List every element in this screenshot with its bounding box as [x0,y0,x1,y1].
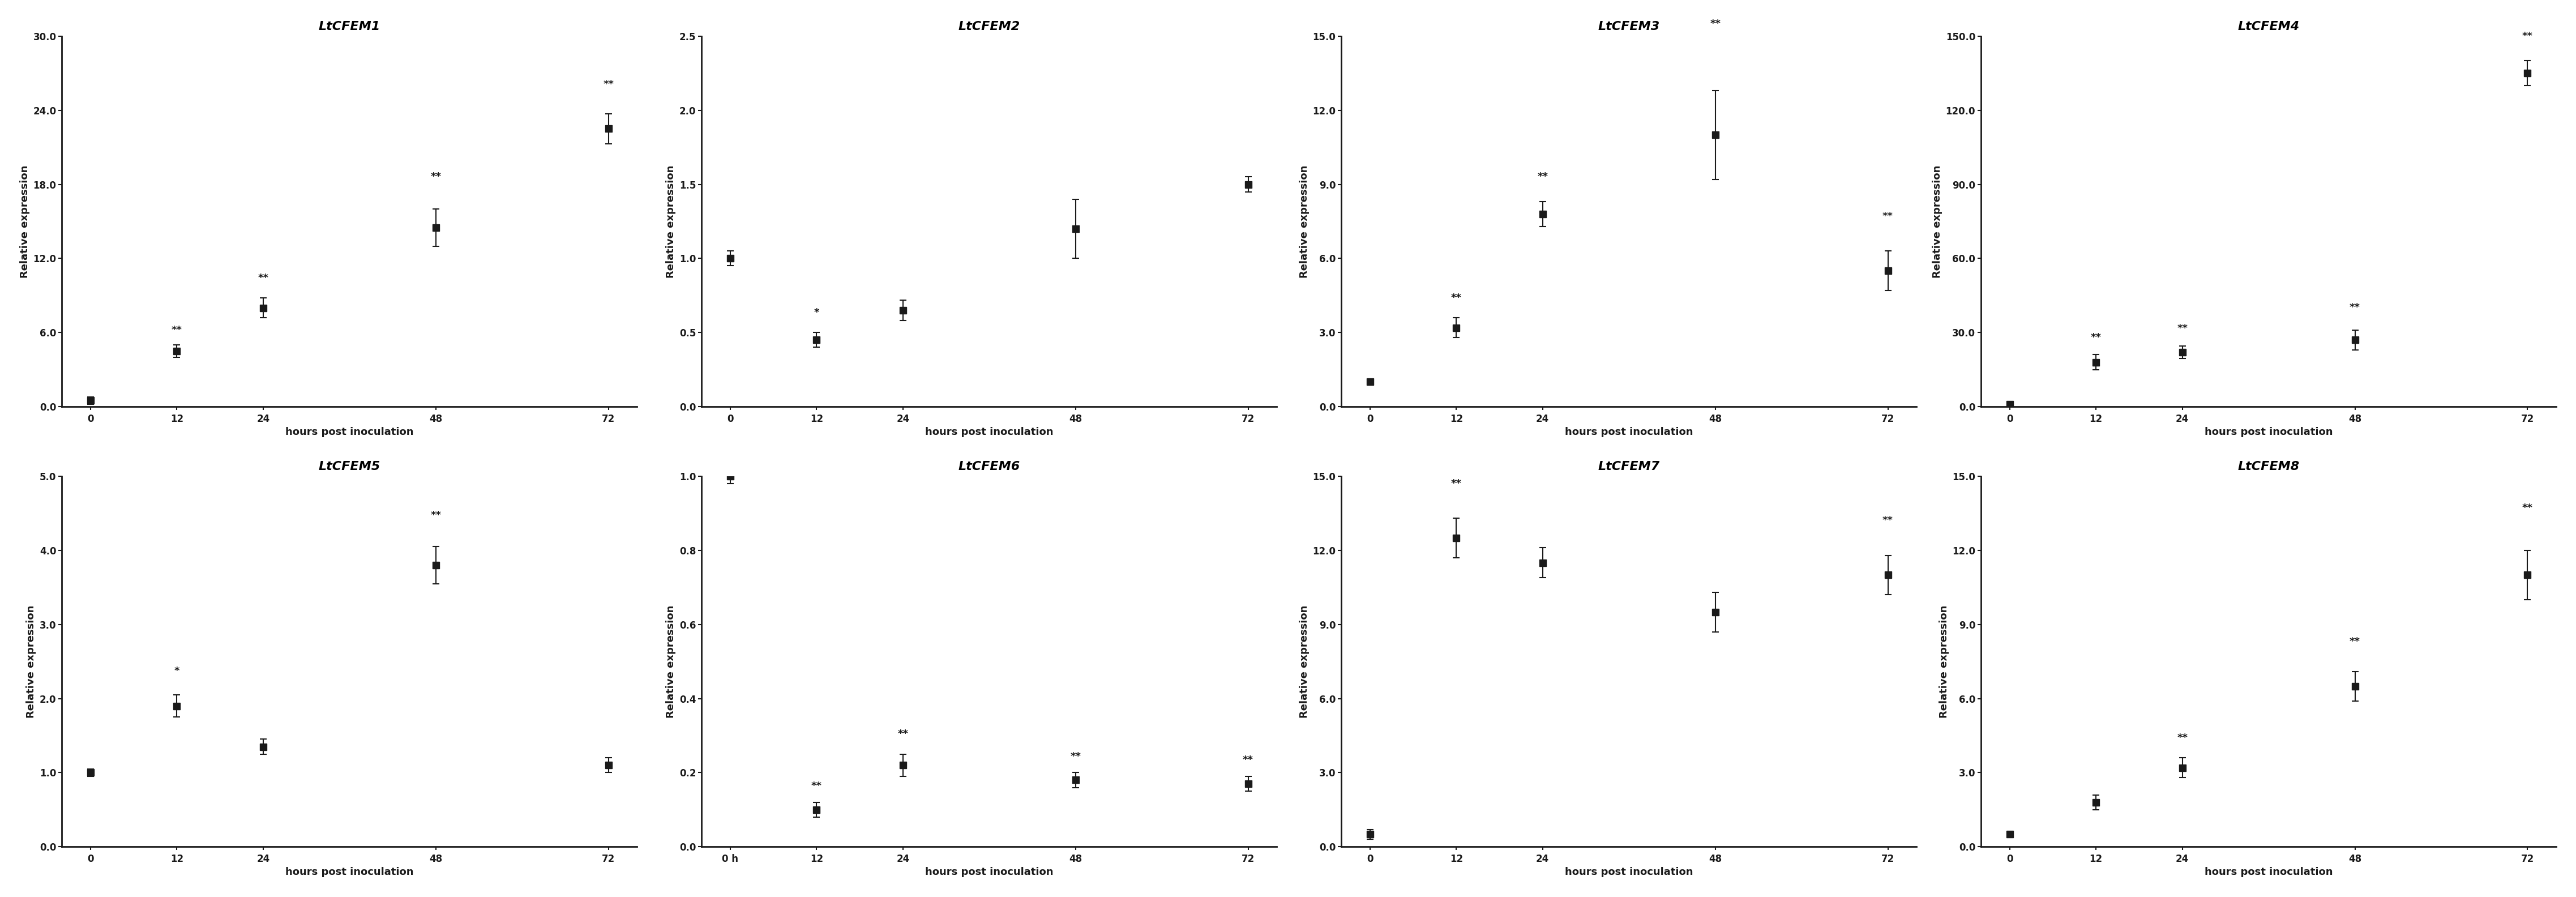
Y-axis label: Relative expression: Relative expression [1298,165,1309,278]
Title: LtCFEM3: LtCFEM3 [1597,21,1659,32]
Y-axis label: Relative expression: Relative expression [21,165,31,278]
Text: **: ** [1538,171,1548,182]
Text: **: ** [1883,211,1893,222]
X-axis label: hours post inoculation: hours post inoculation [286,427,415,437]
Text: **: ** [603,79,613,89]
X-axis label: hours post inoculation: hours post inoculation [2205,427,2334,437]
Text: **: ** [2349,637,2360,647]
Text: **: ** [1450,478,1461,489]
Y-axis label: Relative expression: Relative expression [1932,165,1942,278]
Text: **: ** [1450,292,1461,303]
X-axis label: hours post inoculation: hours post inoculation [925,867,1054,877]
Y-axis label: Relative expression: Relative expression [667,605,675,718]
X-axis label: hours post inoculation: hours post inoculation [1564,427,1692,437]
X-axis label: hours post inoculation: hours post inoculation [925,427,1054,437]
Title: LtCFEM2: LtCFEM2 [958,21,1020,32]
Title: LtCFEM8: LtCFEM8 [2239,461,2300,472]
Text: **: ** [2177,733,2187,743]
Text: *: * [175,666,180,676]
Title: LtCFEM7: LtCFEM7 [1597,461,1659,472]
Text: **: ** [2177,324,2187,334]
X-axis label: hours post inoculation: hours post inoculation [1564,867,1692,877]
X-axis label: hours post inoculation: hours post inoculation [286,867,415,877]
Text: **: ** [1710,19,1721,29]
Text: **: ** [173,325,183,335]
Text: **: ** [430,510,440,520]
Y-axis label: Relative expression: Relative expression [26,605,36,718]
Text: **: ** [2092,332,2102,343]
Text: **: ** [430,171,440,182]
Y-axis label: Relative expression: Relative expression [1298,605,1309,718]
Text: **: ** [1069,752,1082,762]
Text: **: ** [1242,755,1255,765]
Text: **: ** [811,781,822,791]
Title: LtCFEM4: LtCFEM4 [2239,21,2300,32]
X-axis label: hours post inoculation: hours post inoculation [2205,867,2334,877]
Text: **: ** [896,729,909,739]
Title: LtCFEM1: LtCFEM1 [319,21,381,32]
Y-axis label: Relative expression: Relative expression [1940,605,1950,718]
Title: LtCFEM6: LtCFEM6 [958,461,1020,472]
Title: LtCFEM5: LtCFEM5 [319,461,381,472]
Text: *: * [814,308,819,318]
Text: **: ** [2522,30,2532,41]
Text: **: ** [2349,302,2360,313]
Text: **: ** [2522,503,2532,513]
Text: **: ** [258,273,268,283]
Text: **: ** [1883,516,1893,526]
Y-axis label: Relative expression: Relative expression [667,165,675,278]
